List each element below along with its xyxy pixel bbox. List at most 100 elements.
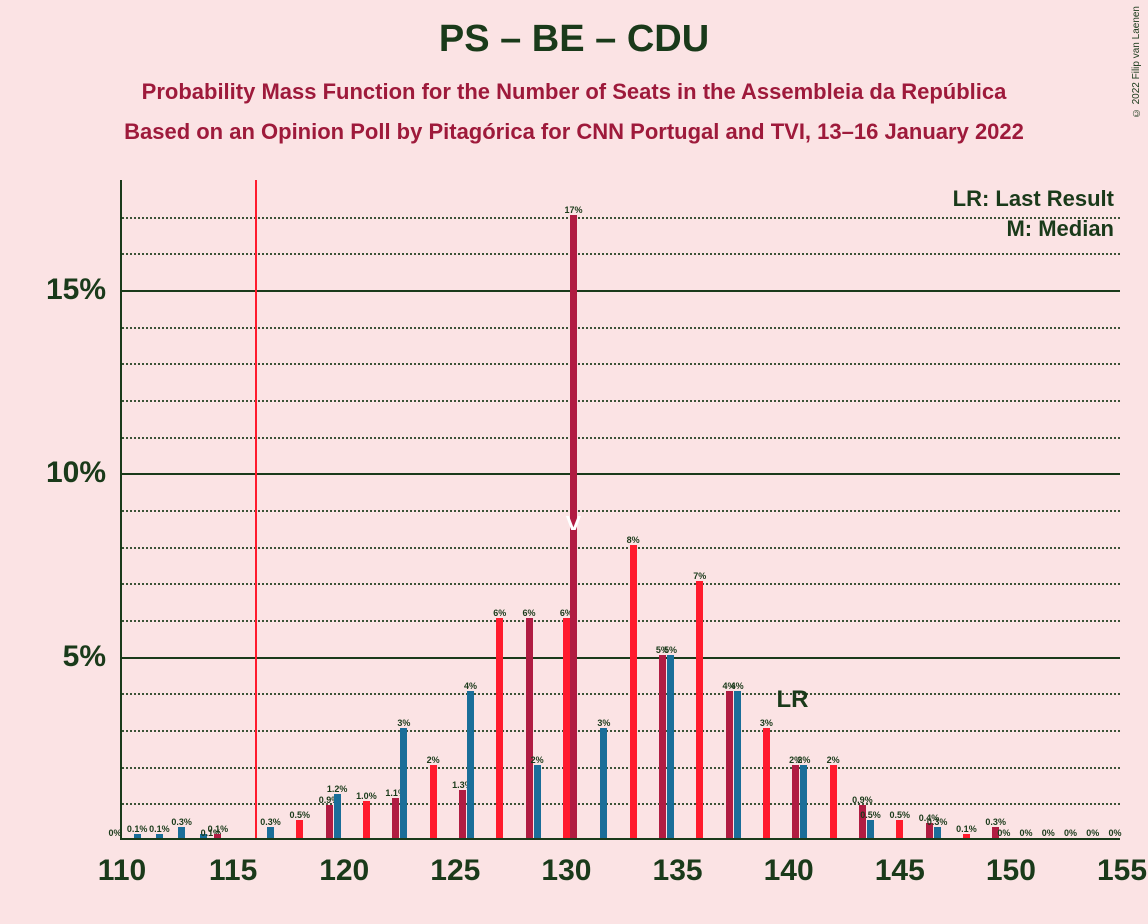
bar: 4%: [467, 691, 474, 838]
xtick-label: 115: [209, 854, 257, 888]
bar-value-label: 0.3%: [927, 817, 948, 827]
bar-value-label: 17%: [564, 205, 582, 215]
xtick-label: 140: [764, 854, 814, 888]
bar-value-label: 0%: [1086, 828, 1099, 838]
chart-title: PS – BE – CDU: [0, 0, 1148, 61]
bar: 0.5%: [896, 820, 903, 838]
gridline: [122, 400, 1120, 402]
ytick-label: 5%: [63, 640, 106, 674]
chart-subtitle-2: Based on an Opinion Poll by Pitagórica f…: [0, 119, 1148, 145]
bar-value-label: 7%: [693, 571, 706, 581]
bar: 7%: [696, 581, 703, 838]
legend-lr: LR: Last Result: [953, 186, 1114, 212]
bar-value-label: 5%: [664, 645, 677, 655]
last-result-marker: LR: [776, 686, 808, 714]
bar: 0.1%: [134, 834, 141, 838]
gridline: [122, 253, 1120, 255]
bar-value-label: 0%: [1064, 828, 1077, 838]
bar: 0.1%: [214, 834, 221, 838]
bar-value-label: 2%: [827, 755, 840, 765]
bar-value-label: 4%: [731, 681, 744, 691]
bar: 2%: [792, 765, 799, 838]
bar: 0.1%: [156, 834, 163, 838]
bar-value-label: 4%: [464, 681, 477, 691]
bar: 3%: [400, 728, 407, 838]
gridline: [122, 583, 1120, 585]
bar-value-label: 0%: [1108, 828, 1121, 838]
bar-value-label: 0.5%: [890, 810, 911, 820]
bar: 0.9%: [326, 805, 333, 838]
bar-value-label: 0%: [1020, 828, 1033, 838]
bar-value-label: 0.5%: [290, 810, 311, 820]
bar-value-label: 3%: [760, 718, 773, 728]
copyright-text: © 2022 Filip van Laenen: [1131, 6, 1142, 118]
bar-value-label: 0.3%: [171, 817, 192, 827]
bar-value-label: 1.0%: [356, 791, 377, 801]
gridline: [122, 327, 1120, 329]
bar-value-label: 0%: [108, 828, 121, 838]
bar-value-label: 2%: [427, 755, 440, 765]
bar: 1.1%: [392, 798, 399, 838]
bar: 0.1%: [963, 834, 970, 838]
bar-value-label: 6%: [493, 608, 506, 618]
bar-value-label: 0.5%: [860, 810, 881, 820]
gridline: [122, 620, 1120, 622]
ytick-label: 15%: [46, 273, 106, 307]
bar-value-label: 2%: [531, 755, 544, 765]
bar: 1.2%: [334, 794, 341, 838]
bar: 1.0%: [363, 801, 370, 838]
bar-value-label: 3%: [597, 718, 610, 728]
gridline: [122, 437, 1120, 439]
xtick-label: 130: [541, 854, 591, 888]
bar: 0.3%: [934, 827, 941, 838]
bar-value-label: 3%: [397, 718, 410, 728]
bar: 0.3%: [267, 827, 274, 838]
bar: 4%: [726, 691, 733, 838]
gridline: [122, 217, 1120, 219]
gridline: [122, 657, 1120, 659]
xtick-label: 155: [1097, 854, 1147, 888]
bar: 2%: [534, 765, 541, 838]
legend-m: M: Median: [1006, 216, 1114, 242]
ytick-label: 10%: [46, 456, 106, 490]
bar: 3%: [763, 728, 770, 838]
bar-value-label: 0.3%: [985, 817, 1006, 827]
bar-value-label: 0.3%: [260, 817, 281, 827]
bar-value-label: 6%: [523, 608, 536, 618]
bar: 2%: [830, 765, 837, 838]
xtick-label: 145: [875, 854, 925, 888]
gridline: [122, 767, 1120, 769]
xtick-label: 120: [319, 854, 369, 888]
bar: 4%: [734, 691, 741, 838]
bar-value-label: 0%: [1042, 828, 1055, 838]
bar: 0.5%: [296, 820, 303, 838]
gridline: [122, 363, 1120, 365]
bar-value-label: 0.9%: [852, 795, 873, 805]
bar-value-label: 2%: [797, 755, 810, 765]
bar: 0.5%: [867, 820, 874, 838]
plot-area: 5%10%15%1101151201251301351401451501550%…: [120, 180, 1120, 840]
xtick-label: 135: [653, 854, 703, 888]
bar: 5%: [667, 655, 674, 838]
bar: 2%: [800, 765, 807, 838]
xtick-label: 125: [430, 854, 480, 888]
chart-subtitle-1: Probability Mass Function for the Number…: [0, 79, 1148, 105]
median-marker-icon: ˅: [565, 510, 581, 538]
gridline: [122, 547, 1120, 549]
bar: 8%: [630, 545, 637, 838]
xtick-label: 110: [98, 854, 146, 888]
bar-value-label: 0.1%: [127, 824, 148, 834]
bar: 6%: [563, 618, 570, 838]
bar-value-label: 0.1%: [956, 824, 977, 834]
bar-value-label: 8%: [627, 535, 640, 545]
bar-value-label: 0.1%: [149, 824, 170, 834]
gridline: [122, 510, 1120, 512]
bar: 6%: [526, 618, 533, 838]
bar-value-label: 0.1%: [208, 824, 229, 834]
gridline: [122, 693, 1120, 695]
majority-line: [255, 180, 257, 838]
xtick-label: 150: [986, 854, 1036, 888]
gridline: [122, 803, 1120, 805]
bar-value-label: 1.2%: [327, 784, 348, 794]
bar: 6%: [496, 618, 503, 838]
